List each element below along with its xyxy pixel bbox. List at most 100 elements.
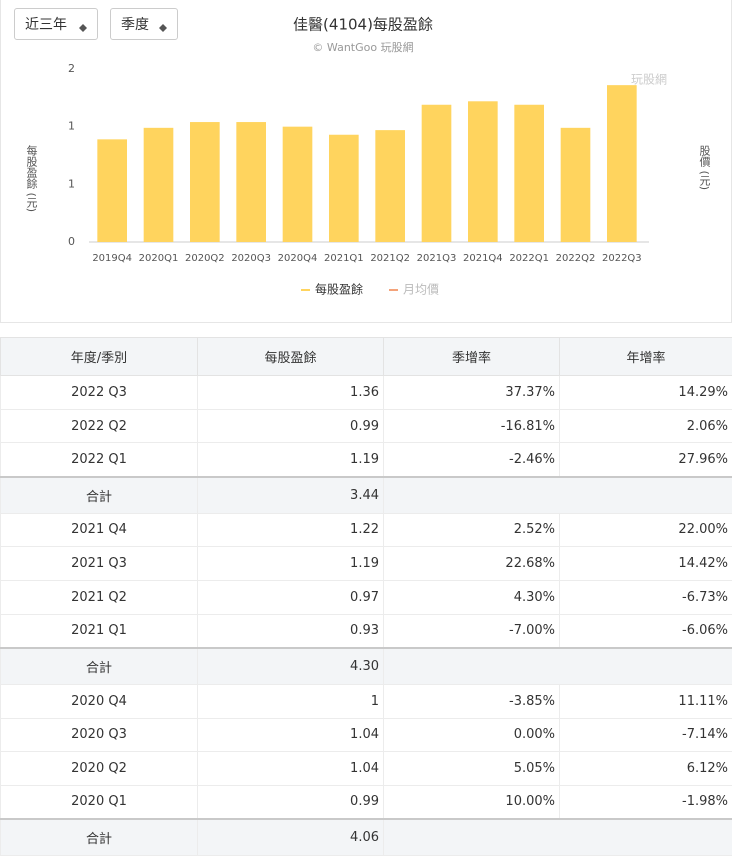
cell: 2020 Q4 <box>1 684 198 718</box>
y-axis-label: 每股盈餘 (元) <box>25 144 38 212</box>
bar <box>236 122 266 242</box>
cell: 0.99 <box>198 785 384 819</box>
cell: -7.00% <box>384 614 560 648</box>
x-tick-label: 2020Q3 <box>231 253 271 264</box>
y-tick-label: 2 <box>68 62 75 75</box>
cell: 4.30% <box>384 580 560 614</box>
cell: -6.06% <box>560 614 732 648</box>
cell: 2022 Q2 <box>1 409 198 443</box>
cell: -6.73% <box>560 580 732 614</box>
cell: 27.96% <box>560 443 732 477</box>
cell: -3.85% <box>384 684 560 718</box>
x-tick-label: 2020Q1 <box>139 253 179 264</box>
legend-label: 月均價 <box>403 283 439 297</box>
x-tick-label: 2021Q4 <box>463 253 503 264</box>
cell: -7.14% <box>560 718 732 752</box>
y2-axis-label: 股價 (元) <box>698 145 711 190</box>
y-tick-label: 1 <box>68 120 75 133</box>
x-tick-label: 2021Q2 <box>370 253 410 264</box>
cell: 1 <box>198 684 384 718</box>
cell: 0.97 <box>198 580 384 614</box>
cell: 2021 Q1 <box>1 614 198 648</box>
cell: 10.00% <box>384 785 560 819</box>
cell: 合計 <box>1 477 198 514</box>
bar <box>607 85 637 242</box>
cell: 2021 Q2 <box>1 580 198 614</box>
cell: 2020 Q1 <box>1 785 198 819</box>
bar <box>97 139 127 242</box>
cell: 1.19 <box>198 547 384 581</box>
cell: 2020 Q3 <box>1 718 198 752</box>
cell: 0.93 <box>198 614 384 648</box>
chart-subtitle: © WantGoo 玩股網 <box>312 40 413 54</box>
bar <box>375 130 405 242</box>
cell: 2021 Q4 <box>1 513 198 547</box>
cell: 3.44 <box>198 477 384 514</box>
header-row: 年度/季別每股盈餘季增率年增率 <box>1 338 732 376</box>
period-select[interactable]: 季度 <box>110 8 178 40</box>
chart-title: 佳醫(4104)每股盈餘 <box>293 16 433 34</box>
x-tick-label: 2019Q4 <box>92 253 132 264</box>
chart-panel: 近三年 季度 佳醫(4104)每股盈餘 © WantGoo 玩股網 玩股網 每股… <box>0 0 732 323</box>
cell: 4.30 <box>198 648 384 685</box>
cell: 1.19 <box>198 443 384 477</box>
bar <box>422 105 452 242</box>
cell: 1.36 <box>198 376 384 410</box>
cell: 2020 Q2 <box>1 752 198 786</box>
legend-label: 每股盈餘 <box>315 282 363 297</box>
cell: 6.12% <box>560 752 732 786</box>
cell: 14.29% <box>560 376 732 410</box>
x-tick-label: 2020Q2 <box>185 253 225 264</box>
cell: 5.05% <box>384 752 560 786</box>
cell: 14.42% <box>560 547 732 581</box>
bar <box>514 105 544 242</box>
x-tick-label: 2021Q3 <box>417 253 457 264</box>
header-cell: 年增率 <box>560 338 732 376</box>
cell: 4.06 <box>198 819 384 856</box>
cell: -2.46% <box>384 443 560 477</box>
cell: 22.00% <box>560 513 732 547</box>
header-cell: 季增率 <box>384 338 560 376</box>
cell: 1.04 <box>198 752 384 786</box>
range-select[interactable]: 近三年 <box>14 8 98 40</box>
empty-cell <box>384 648 732 685</box>
x-tick-label: 2021Q1 <box>324 253 364 264</box>
cell: 37.37% <box>384 376 560 410</box>
cell: 1.22 <box>198 513 384 547</box>
cell: 2.52% <box>384 513 560 547</box>
header-cell: 年度/季別 <box>1 338 198 376</box>
bar <box>329 135 359 242</box>
cell: 1.04 <box>198 718 384 752</box>
chart: 佳醫(4104)每股盈餘 © WantGoo 玩股網 玩股網 每股盈餘 (元) … <box>1 0 731 322</box>
bar <box>190 122 220 242</box>
x-tick-label: 2022Q3 <box>602 253 642 264</box>
cell: -1.98% <box>560 785 732 819</box>
bar <box>561 128 591 242</box>
x-tick-label: 2020Q4 <box>278 253 318 264</box>
watermark: 玩股網 <box>631 73 667 87</box>
header-cell: 每股盈餘 <box>198 338 384 376</box>
cell: 2021 Q3 <box>1 547 198 581</box>
y-tick-label: 1 <box>68 177 75 190</box>
cell: 0.99 <box>198 409 384 443</box>
x-tick-label: 2022Q2 <box>556 253 596 264</box>
cell: 2022 Q1 <box>1 443 198 477</box>
cell: 22.68% <box>384 547 560 581</box>
x-tick-label: 2022Q1 <box>509 253 549 264</box>
y-tick-label: 0 <box>68 235 75 248</box>
